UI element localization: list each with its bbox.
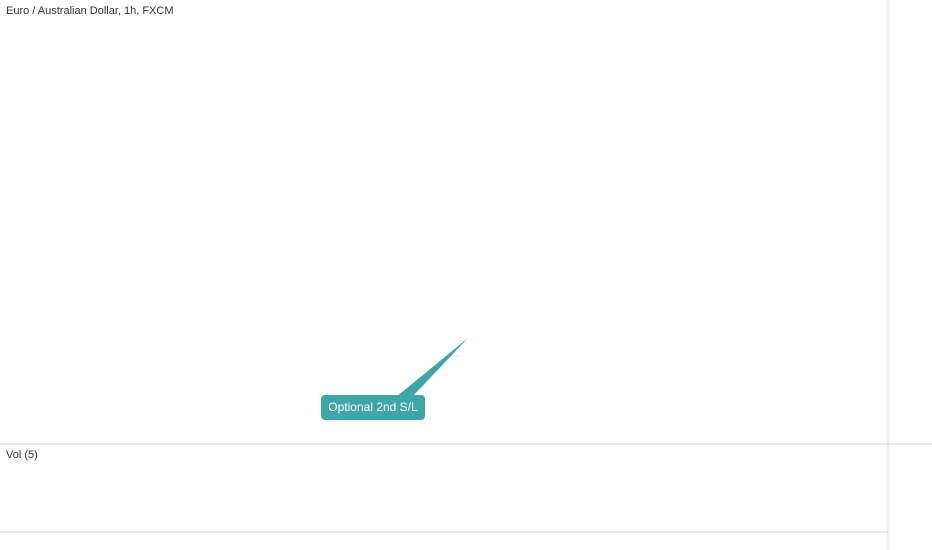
callout: Optional 2nd S/L	[321, 338, 468, 420]
callout-pointer	[396, 338, 468, 397]
volume-title: Vol (5)	[6, 449, 38, 461]
callout-box	[321, 395, 425, 420]
chart-title: Euro / Australian Dollar, 1h, FXCM	[6, 5, 174, 17]
callout-text: Optional 2nd S/L	[328, 400, 418, 414]
